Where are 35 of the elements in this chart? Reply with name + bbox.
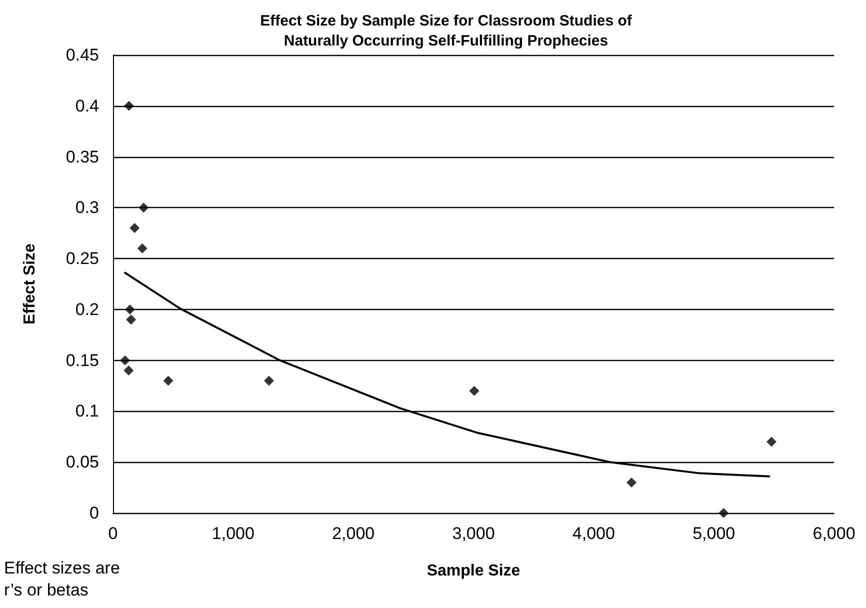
point <box>124 366 134 376</box>
y-tick-label: 0.35 <box>66 147 99 166</box>
point <box>126 314 136 325</box>
point <box>124 100 134 111</box>
x-tick-label: 3,000 <box>452 524 495 543</box>
y-tick-label: 0.2 <box>75 300 99 319</box>
point <box>120 355 130 366</box>
x-tick-label: 6,000 <box>812 524 856 543</box>
y-tick-label: 0.25 <box>66 249 99 268</box>
point <box>766 436 777 447</box>
y-tick-label: 0.1 <box>75 402 99 421</box>
point <box>137 243 148 254</box>
y-tick-label: 0 <box>90 504 99 522</box>
x-axis-title: Sample Size <box>426 562 520 580</box>
point <box>163 376 174 386</box>
y-axis-title: Effect Size <box>22 243 38 324</box>
point <box>626 477 637 488</box>
point <box>469 386 480 396</box>
y-tick-label: 0.45 <box>66 46 99 64</box>
point <box>138 202 149 213</box>
y-tick-label: 0.3 <box>75 198 99 218</box>
y-tick-label: 0.4 <box>75 96 99 116</box>
x-tick-label: 5,000 <box>692 524 736 543</box>
chart-title: Effect Size by Sample Size for Classroom Studies of Naturally Occurring Self-Fulfilling Prophecies <box>260 12 633 50</box>
point <box>264 376 274 386</box>
point <box>124 304 135 314</box>
x-tick-label: 2,000 <box>332 524 375 543</box>
text: Effect sizes are r’s or betas <box>4 558 120 600</box>
y-tick-label: 0.05 <box>66 452 99 472</box>
point <box>130 223 140 234</box>
point <box>718 508 729 518</box>
x-tick-label: 0 <box>108 524 118 543</box>
y-tick-label: 0.15 <box>66 350 99 370</box>
x-tick-label: 1,000 <box>212 524 254 543</box>
x-tick-label: 4,000 <box>572 524 615 543</box>
